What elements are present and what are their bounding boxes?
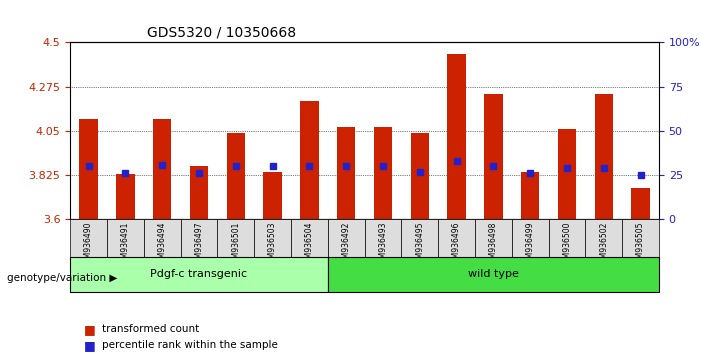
Bar — [374, 127, 392, 219]
Bar — [447, 54, 465, 219]
Bar — [79, 119, 97, 219]
Text: percentile rank within the sample: percentile rank within the sample — [102, 340, 278, 350]
Text: GSM936499: GSM936499 — [526, 221, 535, 268]
Text: transformed count: transformed count — [102, 324, 199, 334]
FancyBboxPatch shape — [254, 219, 291, 257]
Bar — [411, 133, 429, 219]
FancyBboxPatch shape — [585, 219, 622, 257]
FancyBboxPatch shape — [512, 219, 548, 257]
Bar — [153, 119, 171, 219]
Text: wild type: wild type — [468, 269, 519, 279]
Bar — [300, 102, 318, 219]
FancyBboxPatch shape — [70, 219, 107, 257]
Text: GSM936490: GSM936490 — [84, 221, 93, 268]
FancyBboxPatch shape — [181, 219, 217, 257]
Text: GSM936497: GSM936497 — [194, 221, 203, 268]
FancyBboxPatch shape — [548, 219, 585, 257]
Bar — [226, 133, 245, 219]
Text: GSM936491: GSM936491 — [121, 221, 130, 268]
FancyBboxPatch shape — [144, 219, 181, 257]
Text: GSM936493: GSM936493 — [379, 221, 388, 268]
FancyBboxPatch shape — [365, 219, 401, 257]
Text: GSM936498: GSM936498 — [489, 221, 498, 268]
Text: GSM936505: GSM936505 — [636, 221, 645, 268]
FancyBboxPatch shape — [217, 219, 254, 257]
Text: GSM936500: GSM936500 — [562, 221, 571, 268]
FancyBboxPatch shape — [291, 219, 327, 257]
Text: GSM936501: GSM936501 — [231, 221, 240, 268]
Text: GSM936492: GSM936492 — [341, 221, 350, 268]
Text: ■: ■ — [84, 323, 96, 336]
Bar — [264, 172, 282, 219]
FancyBboxPatch shape — [327, 219, 365, 257]
Text: GSM936496: GSM936496 — [452, 221, 461, 268]
FancyBboxPatch shape — [107, 219, 144, 257]
Text: GSM936494: GSM936494 — [158, 221, 167, 268]
Text: GSM936503: GSM936503 — [268, 221, 277, 268]
Bar — [521, 172, 539, 219]
Text: GSM936504: GSM936504 — [305, 221, 314, 268]
Bar — [190, 166, 208, 219]
FancyBboxPatch shape — [401, 219, 438, 257]
Text: genotype/variation ▶: genotype/variation ▶ — [7, 273, 117, 283]
Bar — [594, 93, 613, 219]
Bar — [632, 188, 650, 219]
Bar — [558, 129, 576, 219]
Text: GDS5320 / 10350668: GDS5320 / 10350668 — [147, 26, 296, 40]
Text: GSM936495: GSM936495 — [415, 221, 424, 268]
FancyBboxPatch shape — [622, 219, 659, 257]
Bar — [116, 174, 135, 219]
Bar — [337, 127, 355, 219]
Text: Pdgf-c transgenic: Pdgf-c transgenic — [150, 269, 247, 279]
FancyBboxPatch shape — [475, 219, 512, 257]
Text: ■: ■ — [84, 339, 96, 352]
FancyBboxPatch shape — [438, 219, 475, 257]
FancyBboxPatch shape — [70, 257, 327, 292]
FancyBboxPatch shape — [327, 257, 659, 292]
Bar — [484, 93, 503, 219]
Text: GSM936502: GSM936502 — [599, 221, 608, 268]
